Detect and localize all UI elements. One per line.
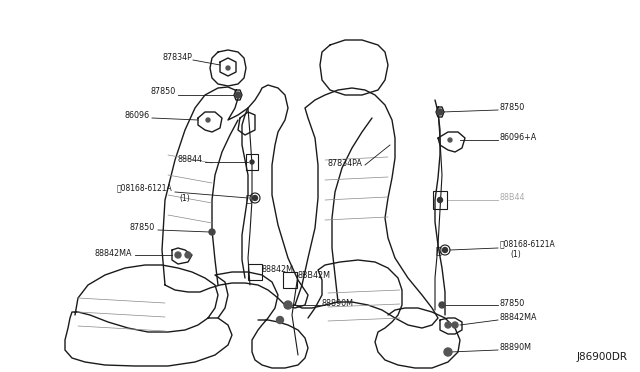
Bar: [433, 191, 447, 209]
Text: (1): (1): [510, 250, 521, 259]
Text: 88842MA: 88842MA: [500, 314, 538, 323]
Text: 87850: 87850: [500, 103, 525, 112]
Text: 88890M: 88890M: [500, 343, 532, 353]
Text: 88842M: 88842M: [262, 266, 294, 275]
Circle shape: [185, 252, 191, 258]
Circle shape: [226, 66, 230, 70]
Text: 87834P: 87834P: [162, 52, 192, 61]
Bar: [283, 272, 297, 288]
Text: Ⓢ: Ⓢ: [435, 245, 441, 255]
Circle shape: [452, 322, 458, 328]
Circle shape: [284, 301, 292, 309]
Circle shape: [437, 109, 443, 115]
Text: 87850: 87850: [500, 298, 525, 308]
Text: 88842MA: 88842MA: [95, 248, 132, 257]
Circle shape: [444, 348, 452, 356]
Circle shape: [276, 317, 284, 324]
Text: 86096+A: 86096+A: [500, 134, 537, 142]
Circle shape: [448, 138, 452, 142]
Circle shape: [235, 92, 241, 98]
Text: 88B44: 88B44: [500, 193, 525, 202]
Text: Ⓢ: Ⓢ: [245, 193, 251, 203]
Circle shape: [445, 322, 451, 328]
Text: 88844: 88844: [178, 155, 203, 164]
Text: 倉08168-6121A: 倉08168-6121A: [500, 240, 556, 248]
Circle shape: [209, 229, 215, 235]
Bar: [248, 264, 262, 280]
Text: 86096: 86096: [125, 112, 150, 121]
Circle shape: [442, 247, 447, 253]
Circle shape: [250, 160, 254, 164]
Circle shape: [253, 196, 257, 201]
Text: 87834PA: 87834PA: [327, 158, 362, 167]
Text: 87850: 87850: [130, 224, 155, 232]
Circle shape: [439, 302, 445, 308]
Circle shape: [438, 198, 442, 202]
Circle shape: [206, 118, 210, 122]
Text: 倉08168-6121A: 倉08168-6121A: [116, 183, 172, 192]
Text: J86900DR: J86900DR: [577, 352, 628, 362]
Circle shape: [175, 252, 181, 258]
Bar: [246, 154, 258, 170]
Text: 87850: 87850: [151, 87, 176, 96]
Text: 88890M: 88890M: [322, 298, 354, 308]
Text: (1): (1): [179, 193, 190, 202]
Text: 8BB42M: 8BB42M: [298, 272, 331, 280]
